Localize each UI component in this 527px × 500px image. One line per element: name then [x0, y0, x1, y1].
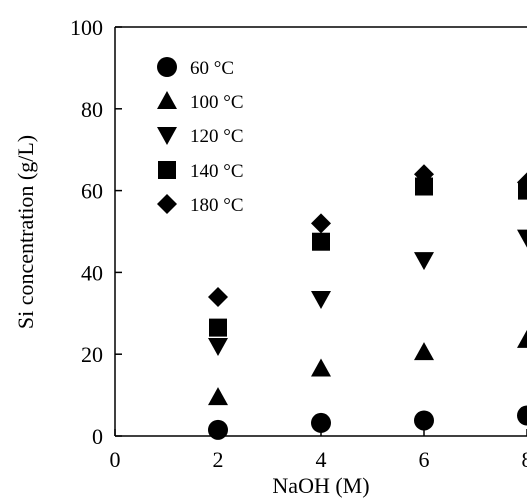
y-tick-label: 60: [81, 179, 103, 204]
legend-label: 140 °C: [190, 161, 244, 182]
legend-marker: [158, 161, 176, 179]
data-markers: [208, 164, 527, 440]
data-point: [517, 229, 527, 248]
data-point: [312, 232, 330, 251]
legend-label: 60 °C: [190, 58, 234, 79]
legend-marker: [157, 127, 177, 145]
y-tick-label: 20: [81, 342, 103, 367]
legend-marker: [157, 57, 177, 77]
data-point: [209, 318, 227, 337]
y-tick-label: 80: [81, 97, 103, 122]
data-point: [311, 213, 331, 234]
x-tick-label: 6: [419, 447, 430, 472]
x-tick-label: 0: [110, 447, 121, 472]
x-tick-label: 2: [213, 447, 224, 472]
data-point: [208, 286, 228, 307]
y-tick-label: 0: [92, 424, 103, 449]
y-axis-label: Si concentration (g/L): [13, 135, 38, 329]
legend: 60 °C 100 °C 120 °C 140 °C 180 °C: [157, 57, 244, 216]
legend-marker: [157, 194, 177, 214]
y-tick-label: 40: [81, 260, 103, 285]
data-point: [414, 164, 434, 185]
data-point: [414, 252, 434, 271]
data-point: [518, 181, 527, 200]
legend-label: 120 °C: [190, 126, 244, 147]
data-point: [311, 412, 331, 433]
data-point: [517, 329, 527, 348]
data-point: [208, 419, 228, 440]
data-point: [414, 342, 434, 361]
x-tick-label: 4: [316, 447, 327, 472]
x-tick-label: 8: [522, 447, 527, 472]
data-point: [517, 405, 527, 426]
legend-label: 100 °C: [190, 92, 244, 113]
y-tick-label: 100: [70, 15, 103, 40]
data-point: [517, 172, 527, 193]
data-point: [311, 290, 331, 309]
legend-marker: [157, 91, 177, 109]
data-point: [415, 177, 433, 196]
data-point: [311, 358, 331, 377]
data-point: [208, 338, 228, 357]
legend-label: 180 °C: [190, 195, 244, 216]
data-point: [208, 387, 228, 406]
x-axis-label: NaOH (M): [272, 473, 369, 498]
data-point: [414, 410, 434, 431]
